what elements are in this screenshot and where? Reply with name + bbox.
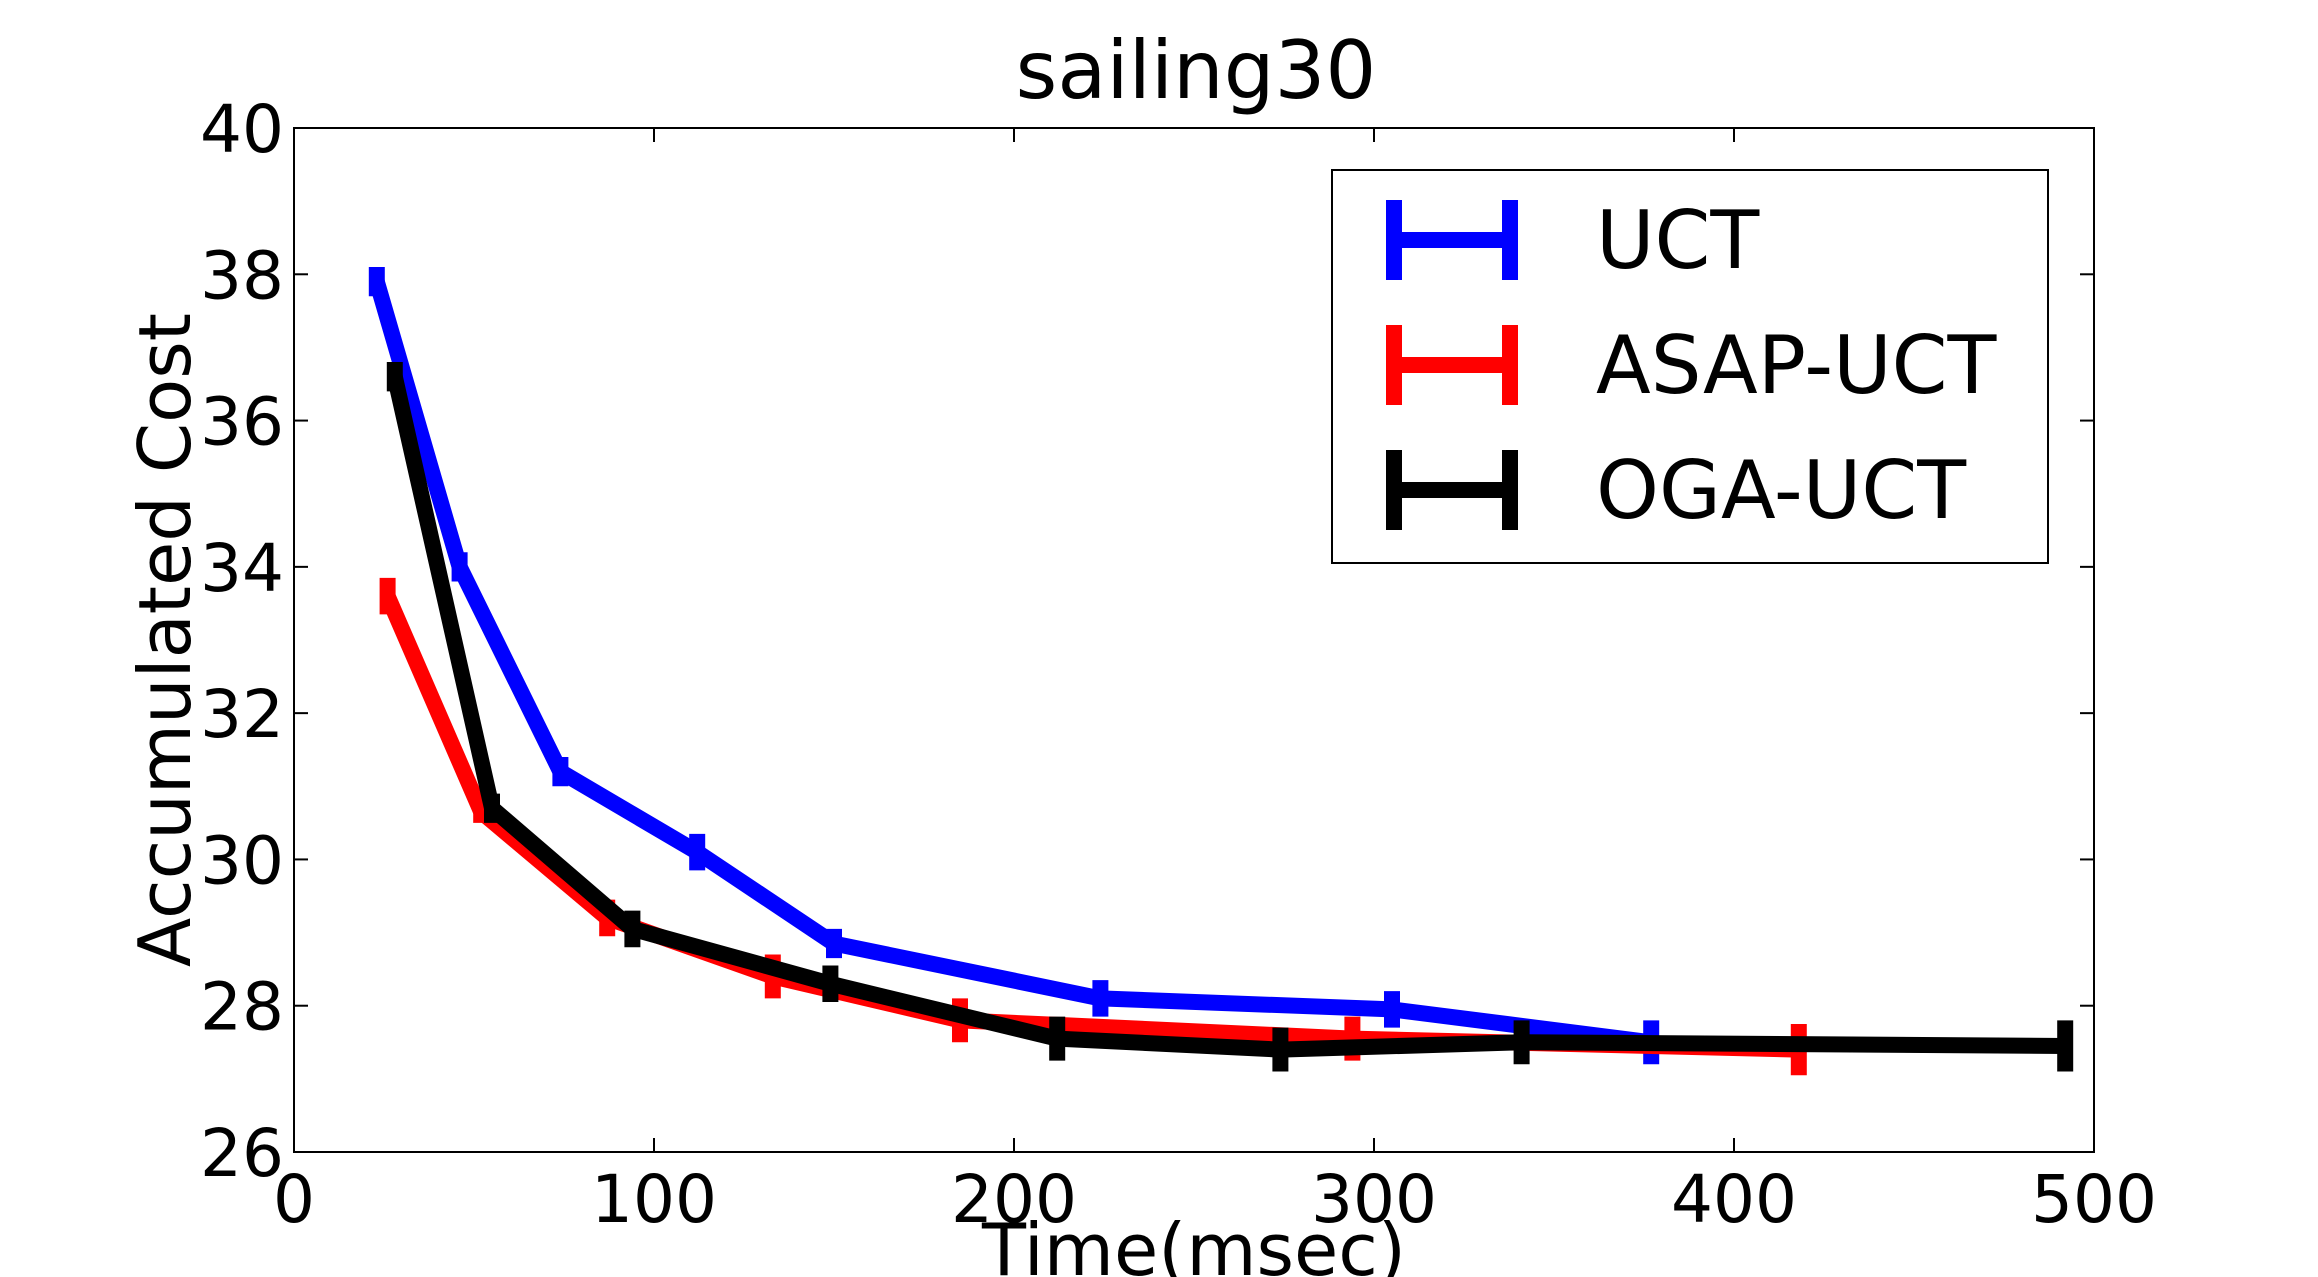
y-tick-label: 28 bbox=[200, 969, 284, 1046]
x-tick-label: 400 bbox=[1671, 1161, 1797, 1238]
y-axis-label: Accumulated Cost bbox=[123, 313, 207, 967]
legend-label: OGA-UCT bbox=[1596, 444, 1967, 537]
y-tick-label: 32 bbox=[200, 676, 284, 753]
series-line bbox=[369, 279, 1653, 1051]
x-tick-label: 100 bbox=[591, 1161, 717, 1238]
axis-ticks: 0 100 200 300 400 500 26 28 30 32 34 36 38 40 bbox=[200, 91, 2157, 1238]
x-tick-label: 200 bbox=[951, 1161, 1077, 1238]
legend-entry-uct: UCT bbox=[1386, 194, 1760, 287]
x-axis-label: Time(msec) bbox=[981, 1208, 1406, 1277]
x-tick-label: 300 bbox=[1311, 1161, 1437, 1238]
y-tick-label: 34 bbox=[200, 530, 284, 607]
legend: UCT ASAP-UCT OGA-UCT bbox=[1331, 169, 2049, 564]
y-tick-label: 30 bbox=[200, 822, 284, 899]
legend-label: ASAP-UCT bbox=[1596, 319, 1997, 412]
y-tick-label: 36 bbox=[200, 384, 284, 461]
y-tick-label: 38 bbox=[200, 237, 284, 314]
legend-label: UCT bbox=[1596, 194, 1760, 287]
x-tick-label: 0 bbox=[273, 1161, 315, 1238]
series-oga-uct bbox=[386, 362, 2074, 1072]
x-tick-label: 500 bbox=[2031, 1161, 2157, 1238]
chart-title: sailing30 bbox=[1016, 24, 1377, 117]
legend-entry-asap-uct: ASAP-UCT bbox=[1386, 319, 1997, 412]
series-line bbox=[386, 374, 2066, 1058]
legend-entry-oga-uct: OGA-UCT bbox=[1386, 444, 1967, 537]
series-layer bbox=[368, 266, 2074, 1076]
y-tick-label: 40 bbox=[200, 91, 284, 168]
y-tick-label: 26 bbox=[200, 1115, 284, 1192]
